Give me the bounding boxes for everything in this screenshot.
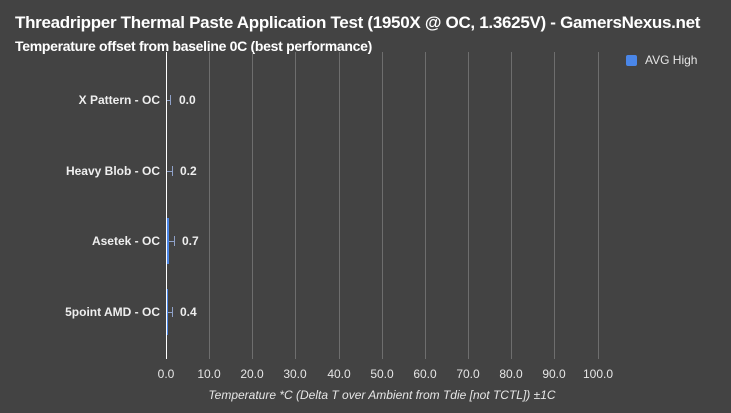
- error-bar: [167, 171, 172, 172]
- x-tick: 10.0: [197, 367, 221, 381]
- x-tick: 90.0: [542, 367, 566, 381]
- gridline: [295, 52, 296, 359]
- bar-5point: [166, 289, 168, 335]
- x-tick: 70.0: [456, 367, 480, 381]
- value-label: 0.4: [180, 305, 197, 319]
- chart-subtitle: Temperature offset from baseline 0C (bes…: [15, 38, 372, 54]
- error-bar: [166, 100, 170, 101]
- gridline: [598, 52, 599, 359]
- x-tick: 50.0: [370, 367, 394, 381]
- error-bar: [169, 241, 174, 242]
- category-label: 5point AMD - OC: [65, 305, 160, 319]
- category-label: Asetek - OC: [91, 234, 160, 248]
- gridline: [425, 52, 426, 359]
- gridline: [252, 52, 253, 359]
- error-bar: [168, 312, 172, 313]
- value-label: 0.0: [179, 93, 196, 107]
- gridline: [554, 52, 555, 359]
- x-tick: 30.0: [283, 367, 307, 381]
- error-bar-cap: [172, 307, 173, 317]
- error-bar-cap: [170, 95, 171, 105]
- legend: AVG High: [626, 53, 697, 67]
- chart-title: Threadripper Thermal Paste Application T…: [15, 13, 701, 32]
- value-label: 0.2: [180, 164, 197, 178]
- gridline: [209, 52, 210, 359]
- category-label: Heavy Blob - OC: [65, 164, 160, 178]
- zero-axis-line: [166, 52, 167, 359]
- value-label: 0.7: [182, 234, 199, 248]
- category-label: X Pattern - OC: [78, 93, 160, 107]
- x-tick: 0.0: [157, 367, 175, 381]
- gridline: [468, 52, 469, 359]
- x-tick: 40.0: [327, 367, 351, 381]
- gridline: [339, 52, 340, 359]
- legend-swatch: [626, 54, 637, 66]
- x-tick: 80.0: [499, 367, 523, 381]
- x-tick: 60.0: [413, 367, 437, 381]
- error-bar-cap: [174, 236, 175, 246]
- gridline: [511, 52, 512, 359]
- gridline: [382, 52, 383, 359]
- x-tick: 100.0: [582, 367, 614, 381]
- x-tick: 20.0: [240, 367, 264, 381]
- bar-asetek: [166, 218, 169, 264]
- error-bar-cap: [172, 166, 173, 176]
- x-axis-label: Temperature *C (Delta T over Ambient fro…: [208, 388, 556, 402]
- plot-area: 0.0 0.2 0.7 0.4: [166, 52, 599, 359]
- legend-label: AVG High: [645, 53, 698, 67]
